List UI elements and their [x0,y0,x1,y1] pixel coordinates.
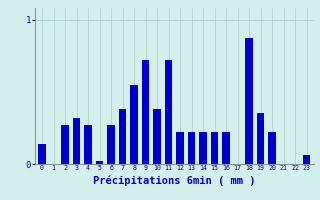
Bar [96,161,103,164]
Bar [199,132,207,164]
Bar [119,109,126,164]
Bar [165,60,172,164]
Bar [188,132,196,164]
Bar [245,38,253,164]
Bar [222,132,230,164]
Bar [38,144,46,164]
Bar [257,113,264,164]
Bar [268,132,276,164]
Bar [61,125,69,164]
Bar [108,125,115,164]
Bar [130,85,138,164]
X-axis label: Précipitations 6min ( mm ): Précipitations 6min ( mm ) [93,176,256,186]
Bar [303,155,310,164]
Bar [84,125,92,164]
Bar [153,109,161,164]
Bar [176,132,184,164]
Bar [142,60,149,164]
Bar [211,132,219,164]
Bar [73,118,80,164]
